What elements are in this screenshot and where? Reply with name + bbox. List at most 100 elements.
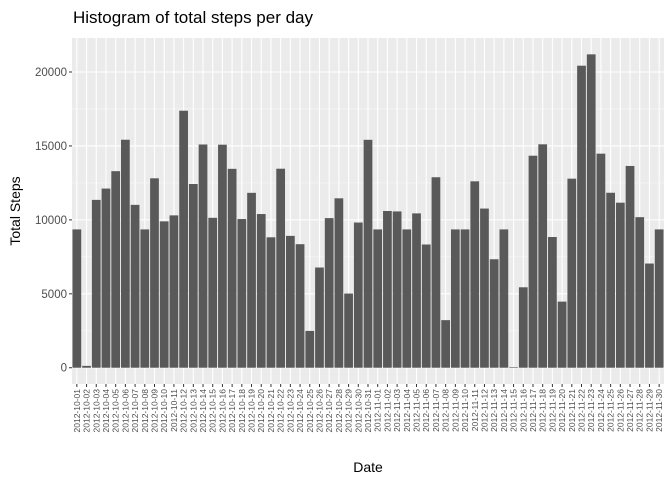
- bar: [179, 110, 188, 368]
- bar: [295, 244, 305, 368]
- bar: [538, 144, 548, 368]
- x-tick-label: 2012-11-03: [392, 389, 402, 432]
- bar: [509, 367, 518, 368]
- bar: [518, 287, 528, 368]
- bar: [606, 192, 615, 368]
- bar: [285, 235, 295, 368]
- x-tick-label: 2012-11-07: [431, 389, 441, 432]
- y-tick-label: 15000: [35, 141, 67, 153]
- bar: [441, 320, 451, 368]
- x-tick-label: 2012-11-02: [382, 389, 392, 432]
- bar: [635, 217, 645, 368]
- bar: [615, 202, 625, 368]
- x-tick-label: 2012-11-28: [635, 389, 645, 432]
- x-tick-label: 2012-10-29: [344, 389, 354, 433]
- x-tick-label: 2012-10-07: [130, 389, 140, 433]
- bar: [373, 229, 383, 368]
- bar: [266, 237, 276, 368]
- bar: [237, 219, 247, 368]
- bar: [412, 213, 421, 368]
- bar: [470, 181, 480, 368]
- bar: [353, 222, 363, 368]
- x-tick-label: 2012-10-06: [120, 389, 130, 433]
- x-tick-label: 2012-11-17: [528, 389, 538, 432]
- x-tick-label: 2012-11-18: [538, 389, 548, 432]
- x-tick-label: 2012-11-26: [615, 389, 625, 432]
- x-tick-label: 2012-10-31: [363, 389, 373, 433]
- y-tick-label: 5000: [41, 289, 67, 301]
- bar: [188, 184, 198, 368]
- x-tick-label: 2012-11-10: [460, 389, 470, 432]
- bar: [169, 215, 179, 368]
- bar: [548, 237, 557, 368]
- bar: [276, 168, 286, 368]
- x-tick-label: 2012-11-12: [479, 389, 489, 432]
- bar: [227, 168, 237, 368]
- x-tick-label: 2012-11-30: [654, 389, 664, 432]
- bar: [218, 144, 227, 368]
- x-tick-label: 2012-11-06: [421, 389, 431, 432]
- x-tick-label: 2012-10-04: [101, 389, 111, 433]
- x-tick-label: 2012-11-13: [489, 389, 499, 432]
- y-tick-label: 10000: [35, 215, 67, 227]
- bar: [645, 263, 654, 368]
- x-tick-label: 2012-11-11: [470, 389, 480, 431]
- x-tick-label: 2012-11-04: [402, 389, 412, 432]
- x-tick-label: 2012-11-09: [450, 389, 460, 432]
- x-tick-label: 2012-11-19: [547, 389, 557, 432]
- bar: [91, 199, 101, 368]
- x-tick-label: 2012-10-10: [159, 389, 169, 433]
- x-tick-label: 2012-10-24: [295, 389, 305, 433]
- x-tick-label: 2012-10-30: [353, 389, 363, 433]
- x-tick-label: 2012-11-08: [441, 389, 451, 432]
- bar: [480, 208, 489, 368]
- bar: [557, 301, 567, 368]
- bar: [363, 139, 373, 368]
- x-tick-label: 2012-10-20: [256, 389, 266, 433]
- bar: [586, 54, 596, 368]
- bar: [101, 188, 111, 368]
- x-tick-label: 2012-10-12: [179, 389, 189, 433]
- y-tick-label: 20000: [35, 67, 67, 79]
- bar: [198, 144, 208, 368]
- x-tick-label: 2012-10-16: [217, 389, 227, 433]
- bar: [208, 217, 218, 368]
- bar: [489, 259, 499, 368]
- bar: [402, 229, 412, 368]
- x-tick-label: 2012-11-22: [577, 389, 587, 432]
- bar: [450, 229, 460, 368]
- bar: [159, 221, 169, 368]
- x-tick-label: 2012-10-26: [314, 389, 324, 433]
- bar: [383, 211, 392, 368]
- bar: [392, 211, 402, 368]
- bar: [256, 214, 266, 368]
- x-tick-label: 2012-11-01: [373, 389, 383, 432]
- bar: [150, 178, 159, 368]
- x-tick-label: 2012-10-09: [149, 389, 159, 433]
- bar: [499, 229, 509, 368]
- bar: [140, 229, 150, 368]
- bar: [596, 153, 606, 368]
- x-tick-label: 2012-10-13: [188, 389, 198, 433]
- bar: [625, 165, 635, 368]
- bar: [247, 192, 256, 368]
- y-tick-label: 0: [61, 363, 67, 375]
- bar: [315, 267, 324, 368]
- x-tick-label: 2012-11-23: [586, 389, 596, 432]
- x-tick-label: 2012-10-18: [237, 389, 247, 433]
- x-tick-label: 2012-11-20: [557, 389, 567, 432]
- x-tick-label: 2012-11-16: [518, 389, 528, 432]
- x-tick-label: 2012-10-01: [72, 389, 82, 433]
- bar: [577, 65, 586, 368]
- bar: [324, 218, 334, 368]
- x-tick-label: 2012-10-08: [140, 389, 150, 433]
- bar: [130, 204, 140, 368]
- bar: [121, 139, 130, 368]
- x-tick-label: 2012-10-15: [208, 389, 218, 433]
- bar: [305, 330, 315, 368]
- x-tick-label: 2012-10-03: [91, 389, 101, 433]
- x-tick-label: 2012-11-25: [606, 389, 616, 432]
- bar: [654, 229, 664, 368]
- bar: [334, 198, 344, 368]
